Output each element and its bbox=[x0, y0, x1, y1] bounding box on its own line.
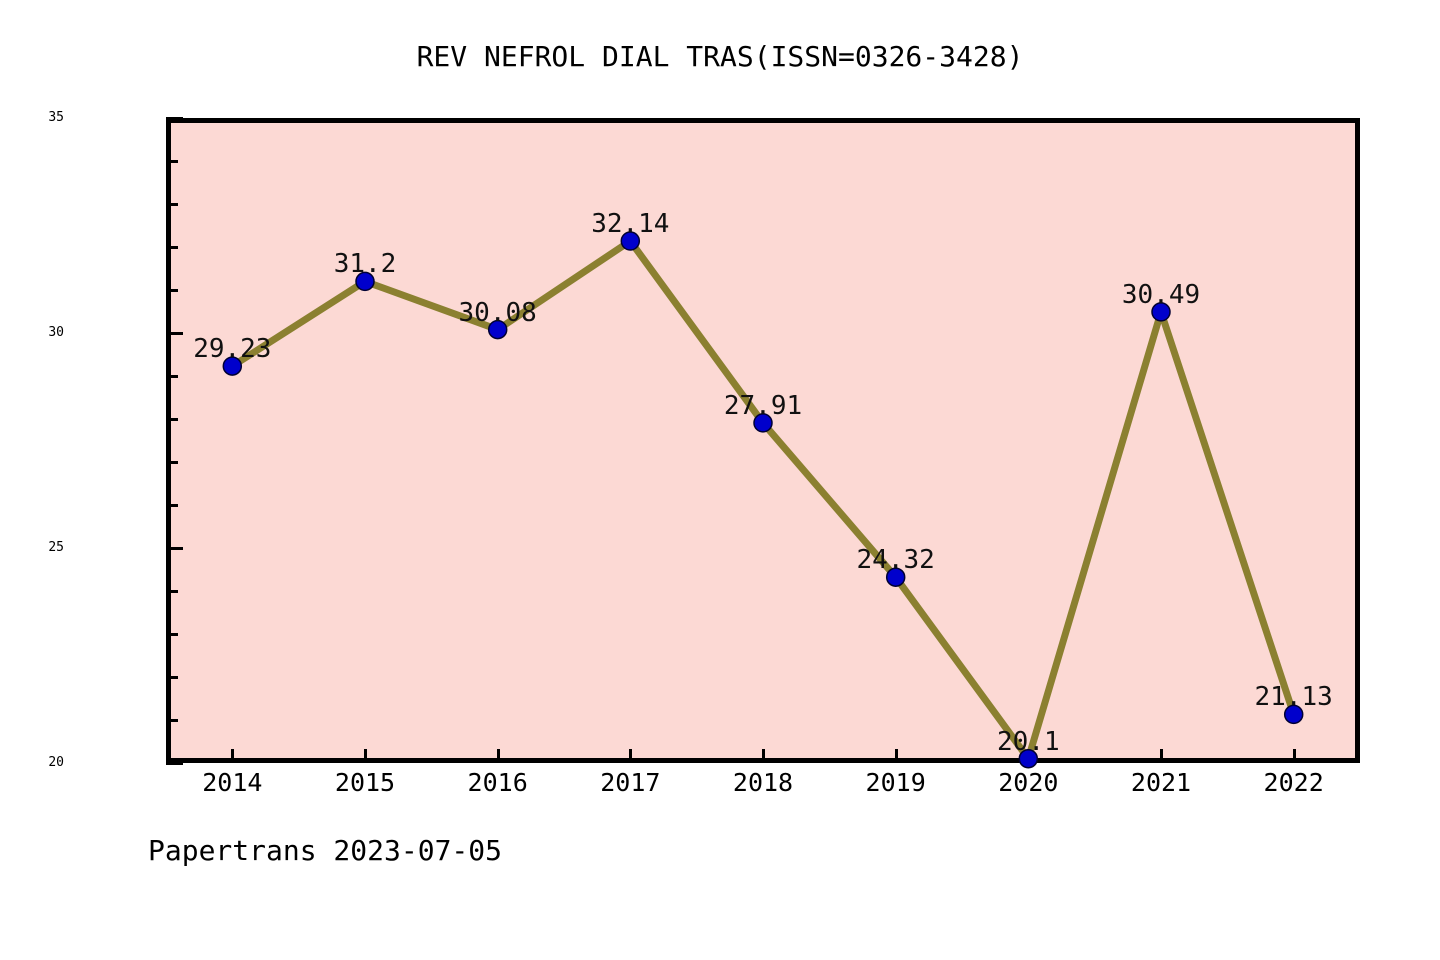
y-axis-minor-tick bbox=[166, 160, 178, 163]
y-axis-minor-tick bbox=[166, 246, 178, 249]
data-point-label: 24.32 bbox=[856, 545, 935, 576]
x-axis-tick-label: 2022 bbox=[1263, 768, 1324, 797]
y-axis-major-tick bbox=[166, 332, 183, 335]
y-axis-major-tick bbox=[166, 117, 183, 120]
x-axis-major-tick bbox=[1160, 749, 1163, 761]
plot-area bbox=[166, 118, 1360, 763]
y-axis-minor-tick bbox=[166, 590, 178, 593]
x-axis-tick-label: 2020 bbox=[998, 768, 1059, 797]
x-axis-tick-label: 2021 bbox=[1130, 768, 1192, 797]
y-axis-minor-tick bbox=[166, 289, 178, 292]
x-axis-tick-label: 2017 bbox=[600, 768, 661, 797]
data-point-label: 30.08 bbox=[458, 297, 537, 328]
y-axis-tick-label: 35 bbox=[48, 110, 64, 125]
x-axis-tick-label: 2018 bbox=[732, 768, 794, 797]
x-axis-major-tick bbox=[762, 749, 765, 761]
data-point-label: 29.23 bbox=[193, 334, 272, 365]
data-point-label: 21.13 bbox=[1254, 682, 1333, 713]
x-axis-major-tick bbox=[496, 749, 500, 761]
x-axis-tick-label: 2014 bbox=[202, 768, 263, 797]
y-axis-tick-label: 25 bbox=[48, 540, 64, 555]
y-axis-minor-tick bbox=[166, 418, 178, 421]
y-axis-major-tick bbox=[166, 762, 183, 765]
footer-note: Papertrans 2023-07-05 bbox=[148, 834, 503, 867]
y-axis-minor-tick bbox=[166, 461, 178, 464]
y-axis-tick-label: 30 bbox=[48, 325, 64, 340]
data-point-label: 31.2 bbox=[333, 249, 397, 280]
data-point-label: 20.1 bbox=[997, 726, 1060, 757]
x-axis-major-tick bbox=[629, 749, 633, 761]
y-axis-minor-tick bbox=[166, 203, 178, 206]
data-point-label: 32.14 bbox=[591, 208, 670, 239]
x-axis-tick-label: 2019 bbox=[865, 768, 926, 797]
chart-title: REV NEFROL DIAL TRAS(ISSN=0326-3428) bbox=[416, 40, 1024, 73]
x-axis-major-tick bbox=[364, 749, 367, 761]
y-axis-major-tick bbox=[166, 547, 183, 550]
y-axis-minor-tick bbox=[166, 504, 178, 507]
y-axis-minor-tick bbox=[166, 375, 178, 378]
x-axis-major-tick bbox=[894, 749, 898, 761]
data-point-label: 30.49 bbox=[1121, 279, 1201, 310]
y-axis-minor-tick bbox=[166, 719, 178, 722]
y-axis-minor-tick bbox=[166, 676, 178, 679]
data-point-label: 27.91 bbox=[723, 390, 803, 421]
x-axis-major-tick bbox=[1292, 749, 1296, 761]
x-axis-major-tick bbox=[231, 749, 235, 761]
x-axis-tick-label: 2015 bbox=[334, 768, 396, 797]
y-axis-minor-tick bbox=[166, 633, 178, 636]
x-axis-tick-label: 2016 bbox=[467, 768, 528, 797]
y-axis-tick-label: 20 bbox=[48, 755, 64, 770]
